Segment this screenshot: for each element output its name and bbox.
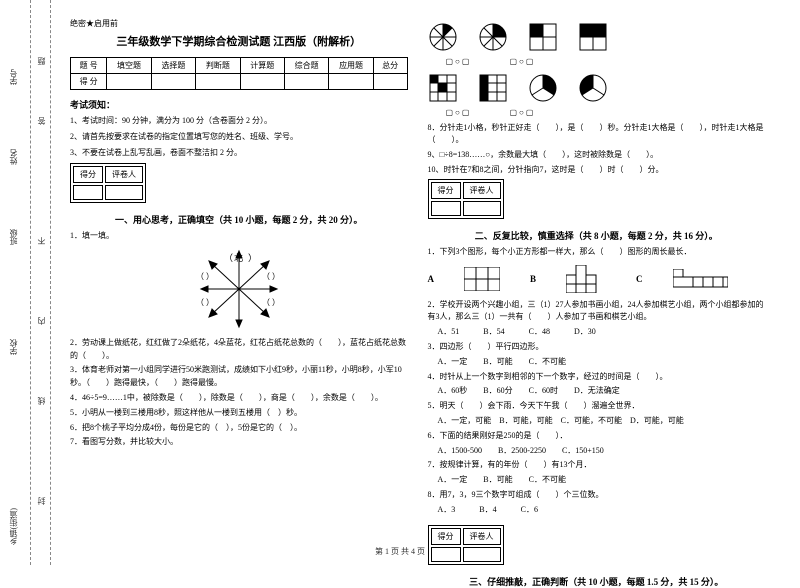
svg-text:（: （ — [224, 253, 233, 263]
scorer-box-1: 得分 评卷人 — [70, 163, 146, 203]
scorer-cell-0: 得分 — [73, 166, 103, 183]
right-column: ▢ ○ ▢ ▢ ○ ▢ ▢ ○ ▢ ▢ ○ ▢ 8．分针走1小格，秒针正好走（ … — [418, 18, 776, 553]
binding-label-xiang: 乡镇(街道) — [8, 508, 19, 545]
q1-9: 9、□÷8=138……○，余数最大填（ ），这时被除数是（ ）。 — [428, 149, 766, 162]
binding-mark-1: 线 — [36, 397, 47, 405]
svg-text:（ ）: （ ） — [196, 272, 214, 281]
svg-text:（ ）: （ ） — [262, 298, 280, 307]
q1-1: 1．填一填。 — [70, 230, 408, 243]
q2-6: 6．下面的结果刚好是250的是（ ）． — [428, 430, 766, 443]
q1-6: 6．把8个桃子平均分成4份，每份是它的（ ），5份是它的（ ）。 — [70, 422, 408, 435]
q1-5: 5．小明从一楼到三楼用8秒，照这样他从一楼到五楼用（ ）秒。 — [70, 407, 408, 420]
svg-text:）: ） — [248, 253, 257, 263]
q1-2: 2．劳动课上做纸花，红红做了2朵纸花，4朵蓝花，红花占纸花总数的（ ），蓝花占纸… — [70, 337, 408, 363]
binding-label-xuehao: 学号 — [8, 69, 19, 85]
th-4: 计算题 — [240, 58, 284, 74]
left-column: 绝密★启用前 三年级数学下学期综合检测试题 江西版（附解析） 题 号 填空题 选… — [60, 18, 418, 553]
exam-title: 三年级数学下学期综合检测试题 江西版（附解析） — [70, 33, 408, 49]
svg-text:（ ）: （ ） — [196, 298, 214, 307]
secret-header: 绝密★启用前 — [70, 18, 408, 29]
binding-label-banji: 班级 — [8, 229, 19, 245]
opt-A: A — [428, 274, 435, 284]
score-table: 题 号 填空题 选择题 判断题 计算题 综合题 应用题 总分 得 分 — [70, 57, 408, 90]
binding-mark-3: 不 — [36, 237, 47, 245]
section1-title: 一、用心思考，正确填空（共 10 小题，每题 2 分，共 20 分）。 — [70, 213, 408, 226]
q2-1: 1．下列3个图形，每个小正方形都一样大，那么（ ）图形的周长最长． — [428, 246, 766, 259]
q2-5-opts: A．一定，可能 B．可能，可能 C．可能，不可能 D．可能，可能 — [428, 415, 766, 428]
binding-mark-2: 内 — [36, 317, 47, 325]
th-3: 判断题 — [196, 58, 240, 74]
fraction-figures-row1 — [428, 22, 766, 52]
binding-mark-0: 封 — [36, 497, 47, 505]
q2-8: 8．用7，3，9三个数字可组成（ ）个三位数。 — [428, 489, 766, 502]
q2-2-opts: A．51 B．54 C．48 D．30 — [428, 326, 766, 339]
exam-page: 绝密★启用前 三年级数学下学期综合检测试题 江西版（附解析） 题 号 填空题 选… — [0, 0, 800, 565]
notice-title: 考试须知： — [70, 98, 408, 111]
binding-margin: 乡镇(街道) 学校 班级 姓名 学号 封 线 内 不 答 题 — [0, 0, 60, 565]
notice-3: 3、不要在试卷上乱写乱画，卷面不整洁扣 2 分。 — [70, 147, 408, 159]
opt-C: C — [636, 274, 643, 284]
scorer-box-3: 得分 评卷人 — [428, 525, 504, 565]
q1-4: 4．46÷5=9……1中，被除数是（ ），除数是（ ），商是（ ），余数是（ ）… — [70, 392, 408, 405]
fraction-figures-row2 — [428, 73, 766, 103]
notice-2: 2、请首先按要求在试卷的指定位置填写您的姓名、班级、学号。 — [70, 131, 408, 143]
q2-7: 7．按规律计算，有的年份（ ）有13个月． — [428, 459, 766, 472]
q2-3-opts: A．一定 B．可能 C．不可能 — [428, 356, 766, 369]
th-5: 综合题 — [284, 58, 328, 74]
section2-title: 二、反复比较，慎重选择（共 8 小题，每题 2 分，共 16 分）。 — [428, 229, 766, 242]
svg-text:（ ）: （ ） — [262, 272, 280, 281]
opt-B: B — [530, 274, 536, 284]
q2-5: 5．明天（ ）会下雨．今天下午我（ ）溜遍全世界． — [428, 400, 766, 413]
th-7: 总分 — [373, 58, 407, 74]
th-6: 应用题 — [329, 58, 373, 74]
q1-10: 10、时针在7和8之间，分针指向7，这时是（ ）时（ ）分。 — [428, 164, 766, 177]
q1-3: 3．体育老师对第一小组同学进行50米跑测试，成绩如下小红9秒，小丽11秒，小明8… — [70, 364, 408, 390]
svg-text:北: 北 — [234, 253, 243, 263]
page-footer: 第 1 页 共 4 页 — [0, 546, 800, 557]
q2-2: 2．学校开设两个兴趣小组，三（1）27人参加书画小组，24人参加棋艺小组，两个小… — [428, 299, 766, 325]
q2-1-shapes: A B C — [428, 265, 766, 293]
section3-title: 三、仔细推敲，正确判断（共 10 小题，每题 1.5 分，共 15 分）。 — [428, 575, 766, 588]
binding-mark-6: 题 — [36, 57, 47, 65]
q2-7-opts: A．一定 B．可能 C．不可能 — [428, 474, 766, 487]
binding-label-xingming: 姓名 — [8, 149, 19, 165]
q2-4: 4．时针从上一个数字到相邻的下一个数字，经过的时间是（ ）。 — [428, 371, 766, 384]
scorer-cell-1: 评卷人 — [105, 166, 143, 183]
row-label: 得 分 — [71, 74, 107, 90]
compass-figure: （ ） 北 （ ） （ ） （ ） （ ） — [70, 249, 408, 331]
binding-label-xuexiao: 学校 — [8, 339, 19, 355]
q1-8: 8．分针走1小格，秒针正好走（ ），是（ ）秒。分针走1大格是（ ），时针走1大… — [428, 122, 766, 148]
q1-7: 7．看图写分数，并比较大小。 — [70, 436, 408, 449]
q2-8-opts: A．3 B．4 C．6 — [428, 504, 766, 517]
q2-4-opts: A．60秒 B．60分 C．60时 D．无法确定 — [428, 385, 766, 398]
binding-mark-5: 答 — [36, 117, 47, 125]
notice-1: 1、考试时间：90 分钟，满分为 100 分（含卷面分 2 分）。 — [70, 115, 408, 127]
scorer-box-2: 得分 评卷人 — [428, 179, 504, 219]
th-0: 题 号 — [71, 58, 107, 74]
q2-3: 3．四边形（ ）平行四边形。 — [428, 341, 766, 354]
th-1: 填空题 — [107, 58, 151, 74]
th-2: 选择题 — [151, 58, 195, 74]
q2-6-opts: A．1500-500 B．2500-2250 C．150+150 — [428, 445, 766, 458]
